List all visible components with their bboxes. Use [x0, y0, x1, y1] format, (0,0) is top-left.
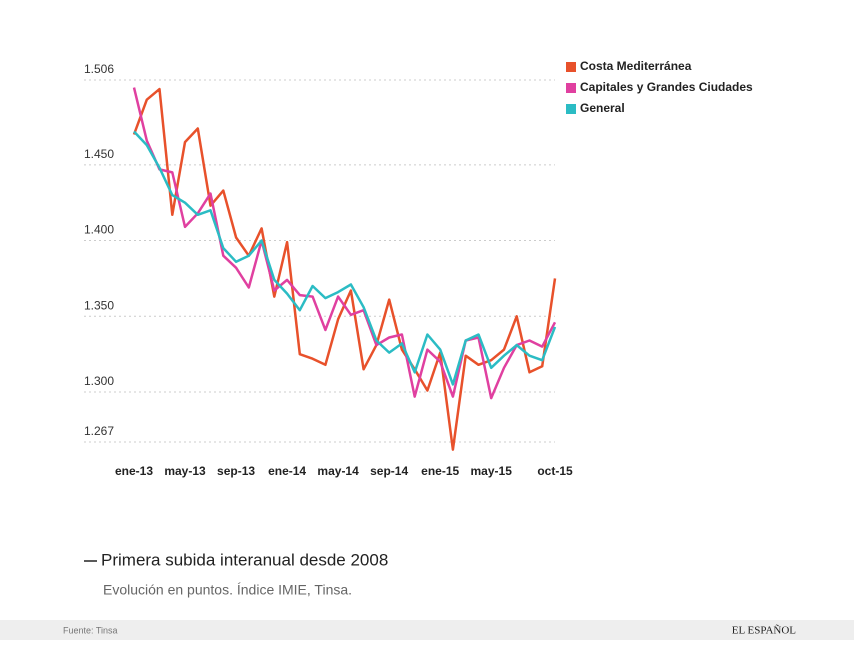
x-tick-label: oct-15	[537, 464, 573, 478]
y-tick-label: 1.267	[84, 424, 114, 438]
legend-label: General	[580, 101, 625, 115]
y-tick-label: 1.450	[84, 147, 114, 161]
legend-swatch	[566, 83, 576, 93]
x-tick-label: ene-15	[421, 464, 459, 478]
chart-subtitle: Evolución en puntos. Índice IMIE, Tinsa.	[103, 582, 352, 598]
x-tick-label: sep-13	[217, 464, 255, 478]
y-tick-label: 1.300	[84, 374, 114, 388]
legend-swatch	[566, 104, 576, 114]
x-tick-label: ene-14	[268, 464, 306, 478]
footer-bar	[0, 620, 854, 640]
legend-label: Capitales y Grandes Ciudades	[580, 80, 753, 94]
legend-label: Costa Mediterránea	[580, 59, 692, 73]
source: Fuente: Tinsa	[63, 625, 118, 635]
x-tick-label: may-15	[471, 464, 513, 478]
series-line	[132, 87, 557, 400]
legend-swatch	[566, 62, 576, 72]
x-tick-label: ene-13	[115, 464, 153, 478]
x-tick-label: sep-14	[370, 464, 408, 478]
y-tick-label: 1.350	[84, 298, 114, 312]
y-tick-label: 1.400	[84, 223, 114, 237]
chart-title: Primera subida interanual desde 2008	[101, 550, 388, 569]
x-tick-label: may-14	[317, 464, 359, 478]
series-line	[133, 130, 557, 386]
brand: EL ESPAÑOL	[732, 625, 797, 637]
x-tick-label: may-13	[164, 464, 206, 478]
y-tick-label: 1.506	[84, 62, 114, 76]
